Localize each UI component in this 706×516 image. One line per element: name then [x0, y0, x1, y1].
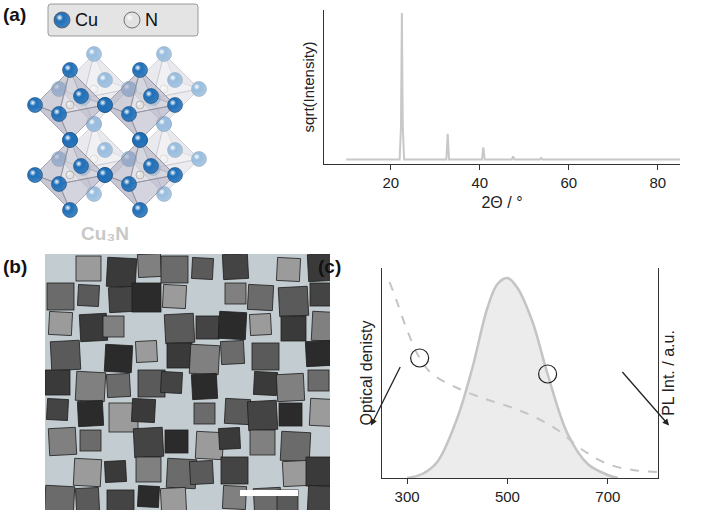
svg-text:Optical denisty: Optical denisty [358, 321, 375, 426]
svg-text:60: 60 [560, 174, 577, 191]
svg-text:700: 700 [595, 488, 620, 505]
svg-text:2Θ / °: 2Θ / ° [481, 194, 522, 211]
svg-text:20: 20 [382, 174, 399, 191]
svg-text:PL Int. / a.u.: PL Int. / a.u. [660, 330, 677, 416]
svg-text:300: 300 [395, 488, 420, 505]
html-text:(a): (a) [3, 4, 27, 25]
svg-text:80: 80 [649, 174, 666, 191]
svg-text:sqrt(Intensity): sqrt(Intensity) [300, 42, 317, 133]
html-text:(c): (c) [318, 256, 342, 277]
svg-text:40: 40 [471, 174, 488, 191]
svg-text:N: N [145, 10, 158, 30]
svg-text:500: 500 [495, 488, 520, 505]
html-text:(b): (b) [3, 256, 28, 277]
svg-text:Cu₃N: Cu₃N [81, 223, 129, 244]
svg-text:Cu: Cu [75, 10, 98, 30]
